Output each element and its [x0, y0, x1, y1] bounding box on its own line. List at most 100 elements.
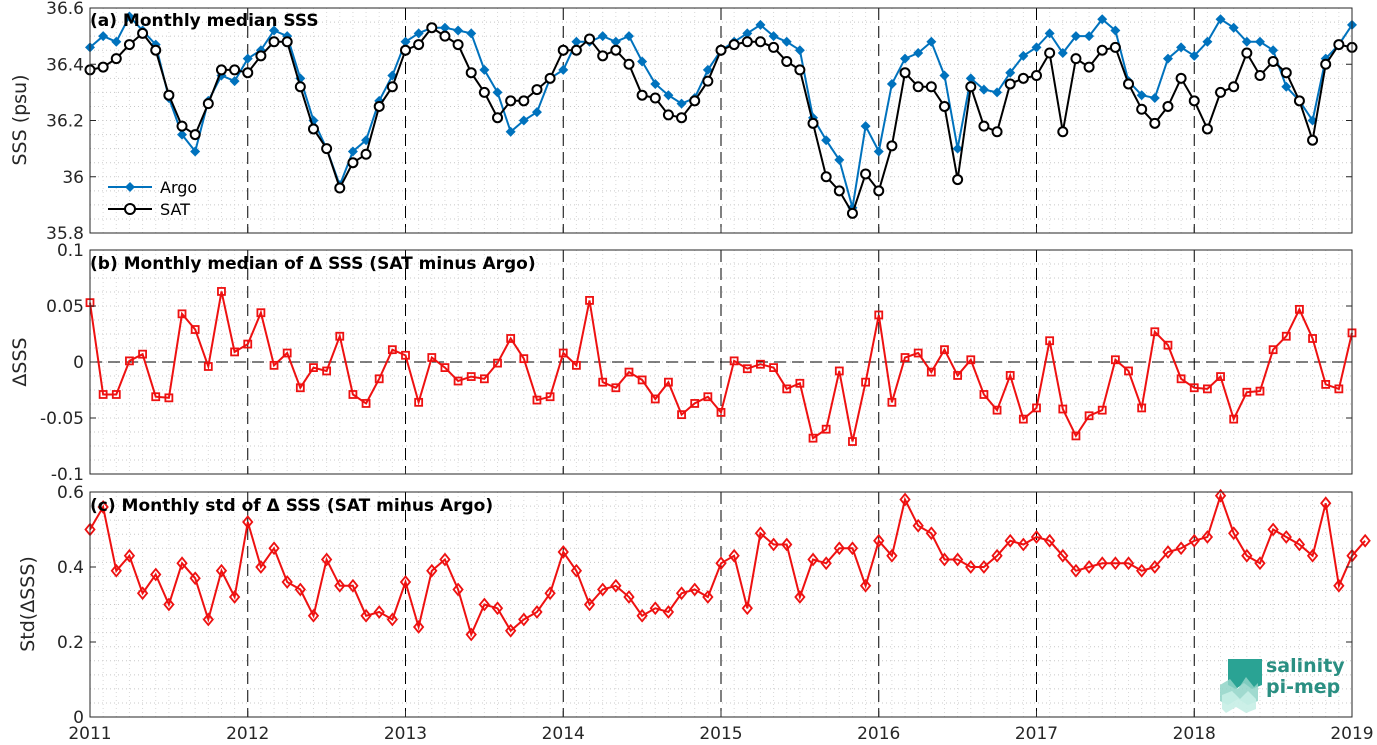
data-point [650, 394, 660, 404]
data-point [913, 348, 923, 358]
data-point [742, 364, 752, 374]
x-tick-label: 2013 [384, 724, 427, 744]
data-point [347, 157, 359, 169]
data-point [531, 107, 542, 118]
data-point [190, 325, 200, 334]
data-point [848, 437, 857, 446]
data-point [163, 89, 175, 101]
data-point [414, 397, 424, 407]
data-point [1162, 53, 1173, 64]
x-tick-label: 2011 [68, 724, 111, 744]
data-point [269, 25, 280, 36]
data-point [1137, 403, 1147, 413]
data-point [242, 53, 253, 64]
data-point [1110, 355, 1120, 365]
logo-line2: pi-mep [1266, 676, 1341, 698]
data-point [584, 33, 596, 45]
data-point [597, 31, 608, 42]
legend: Argo SAT [108, 178, 197, 219]
data-point [860, 121, 871, 132]
data-point [1150, 327, 1160, 337]
data-point [1320, 58, 1332, 70]
data-point [820, 556, 832, 571]
data-point [413, 39, 425, 51]
data-point [374, 374, 384, 384]
data-point [768, 41, 780, 53]
data-point [453, 25, 464, 36]
data-point [1215, 14, 1226, 25]
data-point [558, 348, 568, 358]
data-point [124, 11, 135, 22]
data-point [255, 50, 267, 62]
data-point [466, 372, 476, 381]
data-point [269, 360, 279, 370]
data-point [1254, 36, 1265, 47]
data-point [1136, 90, 1147, 101]
data-point [583, 597, 596, 612]
y-tick-label: -0.1 [51, 465, 84, 485]
data-point [821, 135, 832, 146]
data-point [1175, 541, 1187, 556]
data-point [664, 377, 673, 387]
data-point [820, 171, 832, 183]
data-point [1057, 48, 1068, 58]
data-point [177, 129, 188, 140]
data-point [506, 334, 516, 343]
data-point [1070, 31, 1081, 42]
data-point [478, 86, 490, 98]
data-point [926, 367, 936, 377]
data-point [217, 287, 226, 296]
data-point [1084, 411, 1094, 421]
data-point [755, 19, 766, 30]
data-point [821, 424, 831, 434]
x-tick-label: 2012 [226, 724, 269, 744]
data-point [1017, 537, 1030, 552]
data-point [1162, 545, 1174, 559]
y-tick-label: 0.6 [57, 483, 84, 503]
data-point [900, 53, 911, 64]
data-point [1149, 117, 1161, 129]
data-point [610, 36, 621, 47]
data-point [243, 339, 253, 349]
data-point [715, 556, 727, 571]
panel-c-title: (c) Monthly std of Δ SSS (SAT minus Argo… [90, 496, 493, 516]
data-point [676, 98, 687, 109]
data-point [1321, 379, 1331, 389]
data-point [585, 295, 594, 305]
data-point [479, 374, 489, 384]
data-point [1123, 78, 1135, 90]
data-point [1018, 414, 1028, 424]
data-point [873, 185, 885, 197]
data-point [702, 75, 714, 87]
data-point [479, 64, 490, 75]
data-point [110, 563, 122, 578]
data-point [886, 140, 898, 152]
data-point [794, 45, 805, 56]
data-point [952, 174, 964, 186]
data-point [150, 44, 162, 56]
data-point [741, 601, 753, 616]
data-point [150, 567, 162, 582]
data-point [491, 601, 504, 616]
data-point [229, 64, 241, 76]
data-point [611, 383, 621, 393]
data-point [386, 612, 399, 627]
data-point [1333, 39, 1345, 51]
data-point [123, 548, 136, 563]
data-point [505, 623, 517, 638]
y-tick-label: 35.8 [46, 224, 84, 244]
data-point [1241, 548, 1253, 563]
data-point [1201, 123, 1213, 135]
data-point [1214, 488, 1227, 503]
data-point [401, 350, 410, 360]
y-tick-label: 36.2 [46, 112, 84, 132]
data-point [1124, 366, 1133, 376]
data-point [1242, 387, 1252, 397]
legend-sat-marker-icon [124, 203, 136, 215]
y-tick-label: 36.4 [46, 55, 84, 75]
data-point [399, 575, 412, 589]
y-tick-label: 0.1 [57, 241, 84, 261]
x-tick-label: 2019 [1330, 724, 1373, 744]
data-point [1058, 404, 1068, 414]
data-point [1136, 563, 1148, 578]
